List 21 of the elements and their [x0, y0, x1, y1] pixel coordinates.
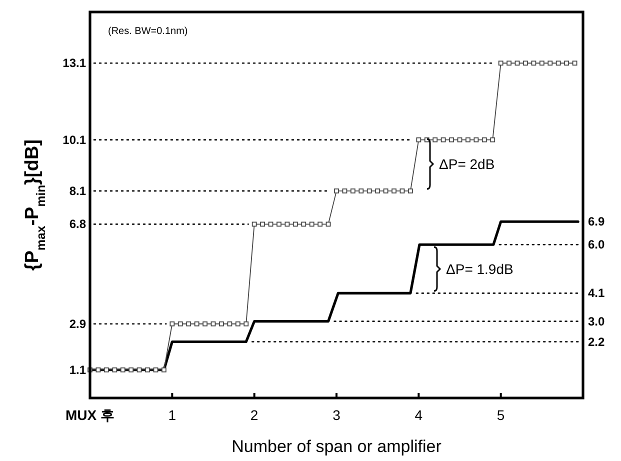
y2-tick-label: 6.9 [588, 214, 606, 229]
y-tick-label: 10.1 [62, 132, 86, 147]
x-tick-label: 1 [168, 407, 176, 423]
y2-tick-label: 2.2 [588, 334, 606, 349]
y2-tick-label: 4.1 [588, 286, 606, 300]
x-tick-label: 2 [250, 407, 258, 423]
y-tick-label: 1.1 [69, 362, 86, 377]
x-axis-title: Number of span or amplifier [232, 437, 442, 456]
x-tick-label: 5 [496, 407, 505, 423]
y-tick-label: 8.1 [69, 184, 86, 198]
y2-tick-label: 3.0 [588, 314, 606, 328]
y2-tick-label: 6.0 [588, 238, 606, 252]
x-tick-label: MUX 후 [66, 407, 114, 423]
y-tick-label: 6.8 [69, 217, 86, 232]
x-tick-label: 3 [332, 407, 341, 423]
annotation: ΔP= 1.9dB [446, 261, 514, 277]
y-tick-label: 13.1 [62, 56, 86, 70]
annotation: (Res. BW=0.1nm) [108, 26, 188, 37]
annotation: ΔP= 2dB [439, 156, 495, 172]
y-tick-label: 2.9 [69, 316, 86, 331]
x-tick-label: 4 [414, 407, 423, 423]
